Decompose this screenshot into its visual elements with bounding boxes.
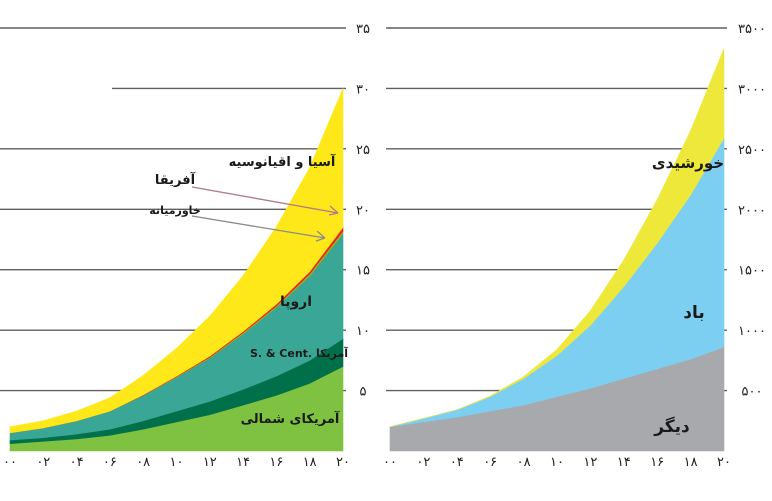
x-tick-label: ۰۰ [3, 455, 17, 470]
africa-arrow-head [328, 205, 339, 216]
y-tick-label: ۲۵۰۰ [738, 143, 766, 158]
x-tick-label: ۰۰ [383, 455, 397, 470]
y-tick-label: ۱۰ [356, 324, 370, 339]
middle-east-arrow [191, 215, 326, 239]
x-tick-label: ۱۴ [617, 455, 631, 470]
y-tick-label: ۳۵۰۰ [738, 22, 766, 37]
middle-east-arrow-head [315, 230, 326, 242]
x-tick-label: ۱۲ [203, 455, 217, 470]
label-africa: آفریقا [155, 171, 196, 188]
x-tick-label: ۰۸ [136, 455, 150, 470]
y-tick-label: ۱۵ [356, 264, 370, 279]
label-north-america: آمریکای شمالی [241, 410, 340, 427]
x-tick-label: ۰۶ [483, 455, 497, 470]
x-tick-label: ۱۶ [269, 455, 283, 470]
label-middle-east: خاورمیانه [149, 204, 200, 217]
x-tick-label: ۱۸ [303, 455, 317, 470]
x-tick-label: ۰۲ [36, 455, 50, 470]
label-asia-pacific: آسیا و اقیانوسیه [229, 153, 336, 170]
y-tick-label: ۱۰۰۰ [738, 324, 766, 339]
y-tick-label: ۲۵ [356, 143, 370, 158]
left-x-tick-labels: ۰۰ ۰۲ ۰۴ ۰۶ ۰۸ ۱۰ ۱۲ ۱۴ ۱۶ ۱۸ ۲۰ [3, 455, 350, 470]
y-tick-label: ۳۰ [356, 82, 370, 97]
y-tick-label: ۲۰۰۰ [738, 203, 766, 218]
left-areas [9, 88, 344, 452]
right-annotations: خورشیدی باد دیگر [652, 154, 724, 437]
y-tick-label: ۳۵ [356, 22, 370, 37]
left-grid [0, 27, 346, 392]
y-tick-label: ۵ [360, 385, 367, 400]
x-tick-label: ۰۲ [416, 455, 430, 470]
right-chart-panel: ۵۰۰ ۱۰۰۰ ۱۵۰۰ ۲۰۰۰ ۲۵۰۰ ۳۰۰۰ ۳۵۰۰ ۰۰ ۰۲ ۰۴ ۰۶ ۰۸ ۱۰… [383, 22, 766, 470]
y-tick-label: ۱۵۰۰ [738, 264, 766, 279]
left-chart-panel: ۵ ۱۰ ۱۵ ۲۰ ۲۵ ۳۰ ۳۵ ۰۰ ۰۲ ۰۴ ۰۶ ۰۸ ۱۰ ۱۲ ۱۴ ۱۶ ۱۸ ۲۰ آسی… [0, 22, 370, 470]
right-y-tick-labels: ۵۰۰ ۱۰۰۰ ۱۵۰۰ ۲۰۰۰ ۲۵۰۰ ۳۰۰۰ ۳۵۰۰ [738, 22, 766, 400]
x-tick-label: ۰۴ [450, 455, 464, 470]
x-tick-label: ۰۸ [517, 455, 531, 470]
x-tick-label: ۲۰ [336, 455, 350, 470]
x-tick-label: ۰۶ [103, 455, 117, 470]
area-series-2 [389, 48, 725, 428]
x-tick-label: ۱۴ [236, 455, 250, 470]
area-series-5 [9, 88, 344, 434]
left-annotations: آسیا و اقیانوسیه آفریقا خاورمیانه اروپا … [149, 153, 348, 427]
label-solar: خورشیدی [652, 154, 724, 172]
africa-arrow [191, 186, 339, 214]
right-x-tick-labels: ۰۰ ۰۲ ۰۴ ۰۶ ۰۸ ۱۰ ۱۲ ۱۴ ۱۶ ۱۸ ۲۰ [383, 455, 731, 470]
x-tick-label: ۱۸ [684, 455, 698, 470]
x-tick-label: ۱۰ [550, 455, 564, 470]
x-tick-label: ۱۲ [583, 455, 597, 470]
label-europe: اروپا [280, 294, 312, 310]
right-areas [389, 48, 725, 452]
x-tick-label: ۱۶ [650, 455, 664, 470]
y-tick-label: ۲۰ [356, 203, 370, 218]
left-y-tick-labels: ۵ ۱۰ ۱۵ ۲۰ ۲۵ ۳۰ ۳۵ [356, 22, 370, 400]
label-other: دیگر [653, 416, 690, 437]
x-tick-label: ۰۴ [70, 455, 84, 470]
x-tick-label: ۱۰ [170, 455, 184, 470]
label-wind: باد [683, 303, 705, 323]
x-tick-label: ۲۰ [717, 455, 731, 470]
y-tick-label: ۳۰۰۰ [738, 82, 766, 97]
y-tick-label: ۵۰۰ [742, 385, 763, 400]
label-south-central-america: S. & Cent. آمریکا [250, 346, 348, 360]
